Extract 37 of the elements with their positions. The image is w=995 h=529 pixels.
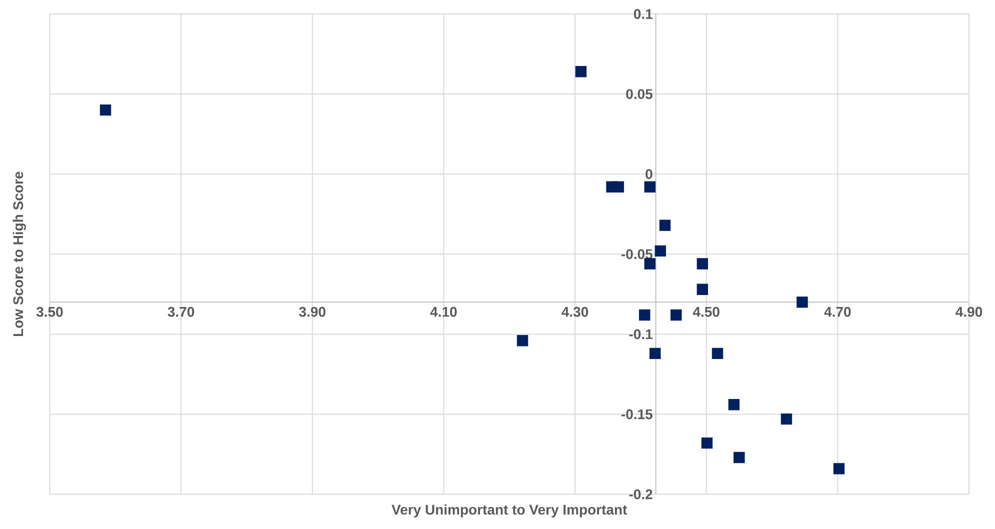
point [650, 348, 661, 360]
y-tick-label: -0.2 [629, 489, 652, 500]
point [639, 309, 650, 321]
x-tick-label: 3.90 [299, 306, 326, 317]
x-tick-label: 4.30 [562, 306, 588, 317]
y-tick-label: -0.05 [621, 249, 652, 260]
y-tick-label: 0.1 [634, 9, 652, 19]
x-tick-label: 4.70 [824, 306, 851, 317]
x-tick-label: 3.70 [168, 306, 194, 317]
x-tick-label: 4.10 [430, 306, 457, 317]
x-tick-label: 4.50 [692, 306, 720, 317]
point [796, 296, 808, 308]
y-tick-label: 0 [646, 169, 652, 180]
point [644, 181, 656, 193]
point [659, 220, 671, 231]
x-tick-label: 3.50 [36, 306, 63, 317]
point [728, 399, 740, 410]
x-axis-title: Very Unimportant to Very Important [392, 504, 628, 518]
point [833, 463, 845, 474]
y-tick-label: 0.05 [626, 89, 652, 100]
point [644, 258, 656, 270]
point [516, 335, 528, 346]
point [696, 258, 708, 270]
point [654, 245, 666, 257]
y-axis-title: Low Score to High Score [12, 172, 26, 336]
point [612, 181, 624, 193]
point [712, 348, 724, 360]
point [670, 309, 682, 321]
point [734, 452, 745, 464]
point [696, 284, 708, 295]
y-tick-label: -0.15 [621, 409, 652, 420]
x-tick-label: 4.90 [956, 306, 982, 317]
point [701, 437, 713, 449]
point [100, 104, 112, 116]
y-tick-label: -0.1 [629, 329, 652, 340]
point [780, 413, 792, 425]
point [575, 66, 587, 78]
